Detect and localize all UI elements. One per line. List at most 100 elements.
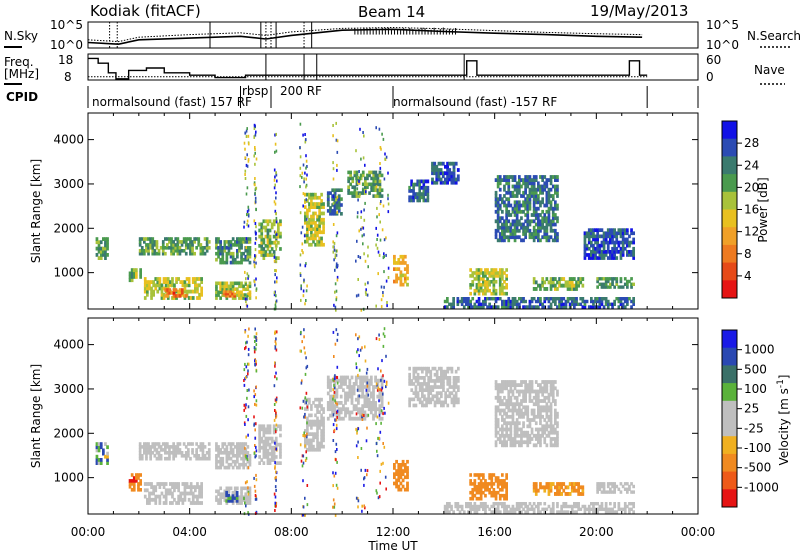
- heatmap-cell: [147, 451, 150, 455]
- heatmap-cell: [316, 230, 319, 235]
- heatmap-cell: [501, 502, 504, 506]
- heatmap-cell: [95, 458, 99, 462]
- heatmap-cell: [379, 220, 381, 224]
- heatmap-cell: [99, 458, 103, 462]
- heatmap-cell: [594, 507, 597, 511]
- heatmap-cell: [539, 187, 542, 192]
- heatmap-cell: [242, 448, 245, 452]
- heatmap-cell: [630, 231, 633, 236]
- heatmap-cell: [255, 403, 258, 407]
- heatmap-cell: [545, 421, 549, 426]
- heatmap-cell: [532, 187, 536, 192]
- heatmap-cell: [522, 305, 525, 309]
- heatmap-cell: [196, 296, 199, 300]
- heatmap-cell: [615, 231, 619, 236]
- heatmap-cell: [337, 413, 341, 418]
- heatmap-cell: [245, 375, 248, 379]
- heatmap-cell: [507, 421, 511, 426]
- heatmap-cell: [501, 504, 504, 509]
- heatmap-cell: [543, 225, 547, 230]
- heatmap-cell: [273, 418, 276, 422]
- heatmap-cell: [503, 395, 506, 400]
- heatmap-cell: [511, 383, 515, 387]
- heatmap-cell: [372, 176, 376, 181]
- heatmap-cell: [383, 270, 385, 274]
- heatmap-cell: [534, 228, 538, 233]
- heatmap-cell: [505, 305, 508, 309]
- heatmap-cell: [431, 164, 434, 169]
- heatmap-cell: [366, 381, 369, 385]
- heatmap-cell: [507, 184, 511, 189]
- heatmap-cell: [511, 219, 515, 224]
- heatmap-cell: [370, 188, 373, 192]
- heatmap-cell: [596, 250, 599, 254]
- heatmap-cell: [306, 192, 309, 197]
- heatmap-cell: [246, 501, 250, 505]
- heatmap-cell: [170, 246, 173, 250]
- heatmap-cell: [505, 440, 508, 445]
- heatmap-cell: [266, 240, 270, 245]
- heatmap-cell: [534, 421, 538, 426]
- heatmap-cell: [496, 504, 500, 509]
- heatmap-cell: [498, 496, 502, 501]
- heatmap-cell: [357, 401, 360, 405]
- heatmap-cell: [583, 250, 587, 254]
- heatmap-cell: [619, 234, 623, 239]
- heatmap-cell: [223, 442, 227, 446]
- heatmap-cell: [332, 223, 335, 226]
- heatmap-cell: [275, 414, 278, 418]
- heatmap-cell: [354, 378, 358, 383]
- heatmap-cell: [231, 442, 235, 446]
- heatmap-cell: [541, 187, 544, 192]
- heatmap-cell: [494, 496, 498, 501]
- heatmap-cell: [632, 490, 635, 494]
- heatmap-cell: [596, 234, 599, 239]
- heatmap-cell: [312, 435, 315, 440]
- heatmap-cell: [471, 280, 475, 284]
- heatmap-cell: [545, 443, 549, 448]
- heatmap-cell: [365, 401, 369, 405]
- heatmap-cell: [335, 121, 337, 125]
- heatmap-cell: [245, 283, 247, 286]
- heatmap-cell: [217, 237, 220, 241]
- heatmap-cell: [172, 246, 175, 250]
- heatmap-cell: [372, 188, 376, 192]
- heatmap-cell: [381, 359, 383, 363]
- heatmap-cell: [452, 379, 456, 383]
- heatmap-cell: [135, 476, 138, 480]
- heatmap-cell: [501, 493, 504, 498]
- heatmap-cell: [164, 488, 168, 493]
- heatmap-cell: [379, 166, 382, 170]
- heatmap-cell: [318, 221, 321, 225]
- heatmap-cell: [380, 404, 384, 408]
- heatmap-cell: [260, 228, 264, 233]
- heatmap-cell: [602, 282, 606, 286]
- heatmap-cell: [335, 388, 339, 393]
- heatmap-cell: [539, 287, 542, 291]
- heatmap-cell: [245, 129, 248, 133]
- heatmap-cell: [604, 504, 608, 509]
- heatmap-cell: [147, 237, 150, 241]
- heatmap-cell: [185, 294, 188, 298]
- heatmap-cell: [205, 243, 209, 247]
- heatmap-cell: [170, 240, 173, 244]
- heatmap-cell: [302, 479, 304, 483]
- heatmap-cell: [262, 427, 266, 432]
- heatmap-cell: [549, 418, 553, 422]
- heatmap-cell: [246, 459, 250, 464]
- heatmap-cell: [217, 465, 220, 470]
- heatmap-cell: [219, 296, 222, 300]
- heatmap-cell: [452, 174, 456, 179]
- heatmap-cell: [361, 413, 364, 417]
- heatmap-cell: [302, 294, 305, 298]
- heatmap-cell: [511, 411, 515, 416]
- heatmap-cell: [442, 403, 445, 408]
- heatmap-cell: [246, 396, 248, 400]
- heatmap-cell: [598, 234, 602, 239]
- heatmap-cell: [333, 203, 337, 207]
- heatmap-cell: [189, 485, 193, 489]
- heatmap-cell: [236, 249, 239, 253]
- heatmap-cell: [160, 292, 164, 297]
- heatmap-cell: [275, 149, 278, 153]
- heatmap-cell: [547, 216, 551, 221]
